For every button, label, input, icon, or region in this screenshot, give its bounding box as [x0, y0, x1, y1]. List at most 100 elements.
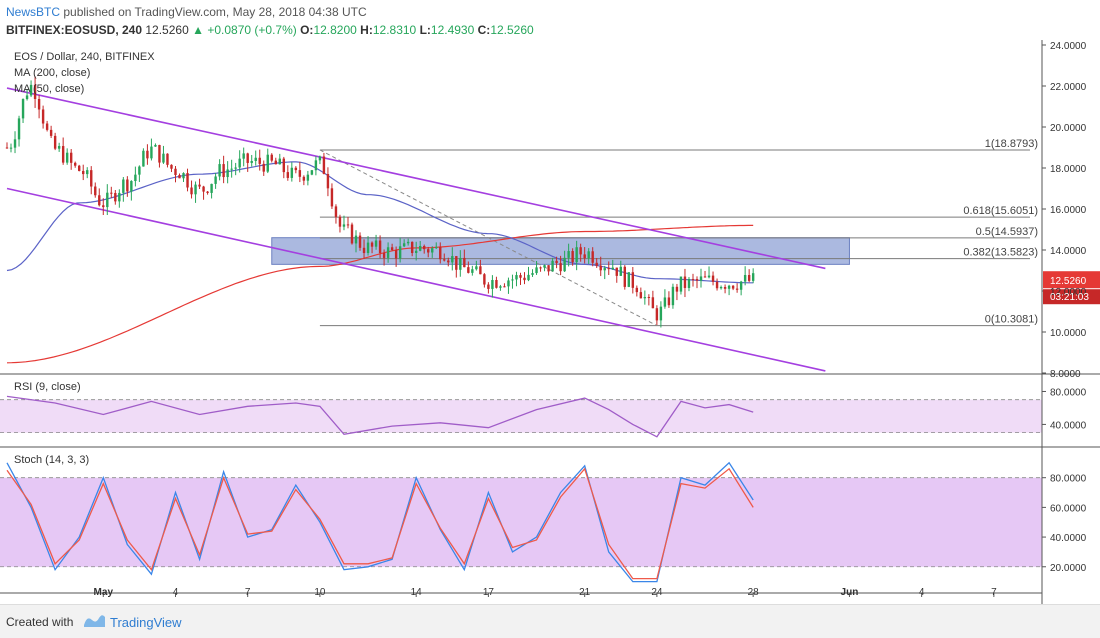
candle-body [423, 245, 426, 250]
candle-body [531, 273, 534, 275]
candle-body [61, 146, 65, 163]
candle-body [659, 306, 663, 321]
candle-body [571, 251, 574, 263]
candle-body [402, 243, 406, 247]
candle-body [214, 176, 217, 184]
countdown-badge [1043, 289, 1100, 305]
candle-body [94, 186, 97, 196]
candle-body [118, 192, 121, 202]
candle-body [691, 278, 695, 280]
candle-body [671, 286, 675, 306]
candle-body [262, 163, 265, 172]
candle-body [346, 224, 350, 226]
price-axis-label: 18.0000 [1050, 164, 1087, 175]
candle-body [342, 224, 346, 227]
candle-body [274, 160, 277, 165]
candle-body [21, 99, 25, 119]
candle-body [78, 165, 81, 171]
candle-body [479, 266, 482, 275]
candle-body [739, 281, 743, 290]
candle-body [515, 275, 518, 280]
candle-body [591, 251, 594, 263]
candle-body [206, 191, 209, 193]
high-value: 12.8310 [372, 23, 417, 37]
candle-body [743, 275, 747, 282]
candle-body [747, 275, 751, 281]
candle-body [174, 168, 177, 176]
candle-body [507, 280, 510, 287]
candle-body [410, 241, 414, 253]
candle-body [647, 296, 651, 298]
candle-body [254, 157, 257, 161]
candle-body [338, 216, 342, 227]
indicator-axis-label: 40.0000 [1050, 420, 1087, 431]
candle-body [579, 247, 582, 255]
indicator-axis-label: 80.0000 [1050, 387, 1087, 398]
candle-body [471, 269, 474, 273]
tradingview-logo-icon[interactable] [82, 612, 106, 630]
indicator-title: Stoch (14, 3, 3) [14, 454, 89, 466]
candle-body [298, 170, 302, 177]
candle-body [627, 272, 631, 287]
candle-body [695, 279, 699, 281]
close-value: 12.5260 [490, 23, 534, 37]
candle-body [65, 152, 69, 163]
time-axis-label: 7 [245, 587, 251, 598]
open-label: O: [300, 23, 314, 37]
symbol-label: BITFINEX:EOSUSD, 240 [6, 23, 143, 37]
ma50-legend: MA (50, close) [14, 83, 84, 95]
candle-body [619, 266, 622, 276]
candle-body [226, 169, 229, 178]
candle-body [374, 240, 378, 247]
candle-body [334, 206, 338, 217]
candle-body [483, 274, 486, 285]
indicator-axis-label: 40.0000 [1050, 533, 1087, 544]
candle-body [611, 267, 614, 270]
candle-body [73, 162, 77, 166]
candle-body [703, 276, 707, 278]
candle-body [158, 144, 161, 163]
time-axis-label: 4 [919, 587, 925, 598]
candle-body [487, 284, 490, 289]
countdown-label: 03:21:03 [1050, 292, 1089, 303]
time-axis-label: Jun [841, 587, 859, 598]
candle-body [202, 186, 205, 192]
candle-body [735, 288, 739, 290]
candle-body [711, 275, 715, 282]
current-price-label: 12.5260 [1050, 276, 1087, 287]
candle-body [246, 153, 249, 163]
time-axis-label: 28 [748, 587, 760, 598]
candle-body [679, 276, 683, 292]
published-text: published on TradingView.com, May 28, 20… [63, 5, 367, 19]
indicator-axis-label: 80.0000 [1050, 474, 1087, 485]
fib-level-label: 0.382(13.5823) [963, 247, 1038, 259]
candle-body [350, 224, 354, 244]
publisher-name[interactable]: NewsBTC [6, 5, 61, 19]
candle-body [555, 260, 558, 264]
candle-body [238, 158, 241, 168]
price-axis-label: 24.0000 [1050, 41, 1087, 52]
stoch-d-line [6, 467, 754, 580]
candle-body [250, 160, 253, 163]
candle-body [683, 276, 687, 288]
fib-level-label: 1(18.8793) [985, 138, 1038, 150]
rsi-line [6, 395, 754, 438]
tradingview-link[interactable]: TradingView [110, 615, 182, 630]
candle-body [475, 266, 478, 270]
candle-body [218, 164, 221, 177]
candle-body [431, 248, 434, 253]
chart-area[interactable]: 8.0000 10.0000 12.0000 14.0000 16.0000 18.000… [0, 40, 1100, 604]
candle-body [667, 297, 671, 306]
candle-body [5, 147, 9, 149]
fib-level-label: 0.618(15.6051) [963, 205, 1038, 217]
candle-body [310, 170, 314, 175]
candle-body [25, 95, 29, 100]
candle-body [130, 181, 133, 192]
candle-body [150, 146, 153, 159]
candle-body [719, 287, 723, 289]
time-axis-label: 24 [651, 587, 663, 598]
candle-body [447, 260, 450, 263]
candle-body [282, 158, 286, 173]
candle-body [178, 175, 181, 179]
time-axis-label: 17 [483, 587, 495, 598]
